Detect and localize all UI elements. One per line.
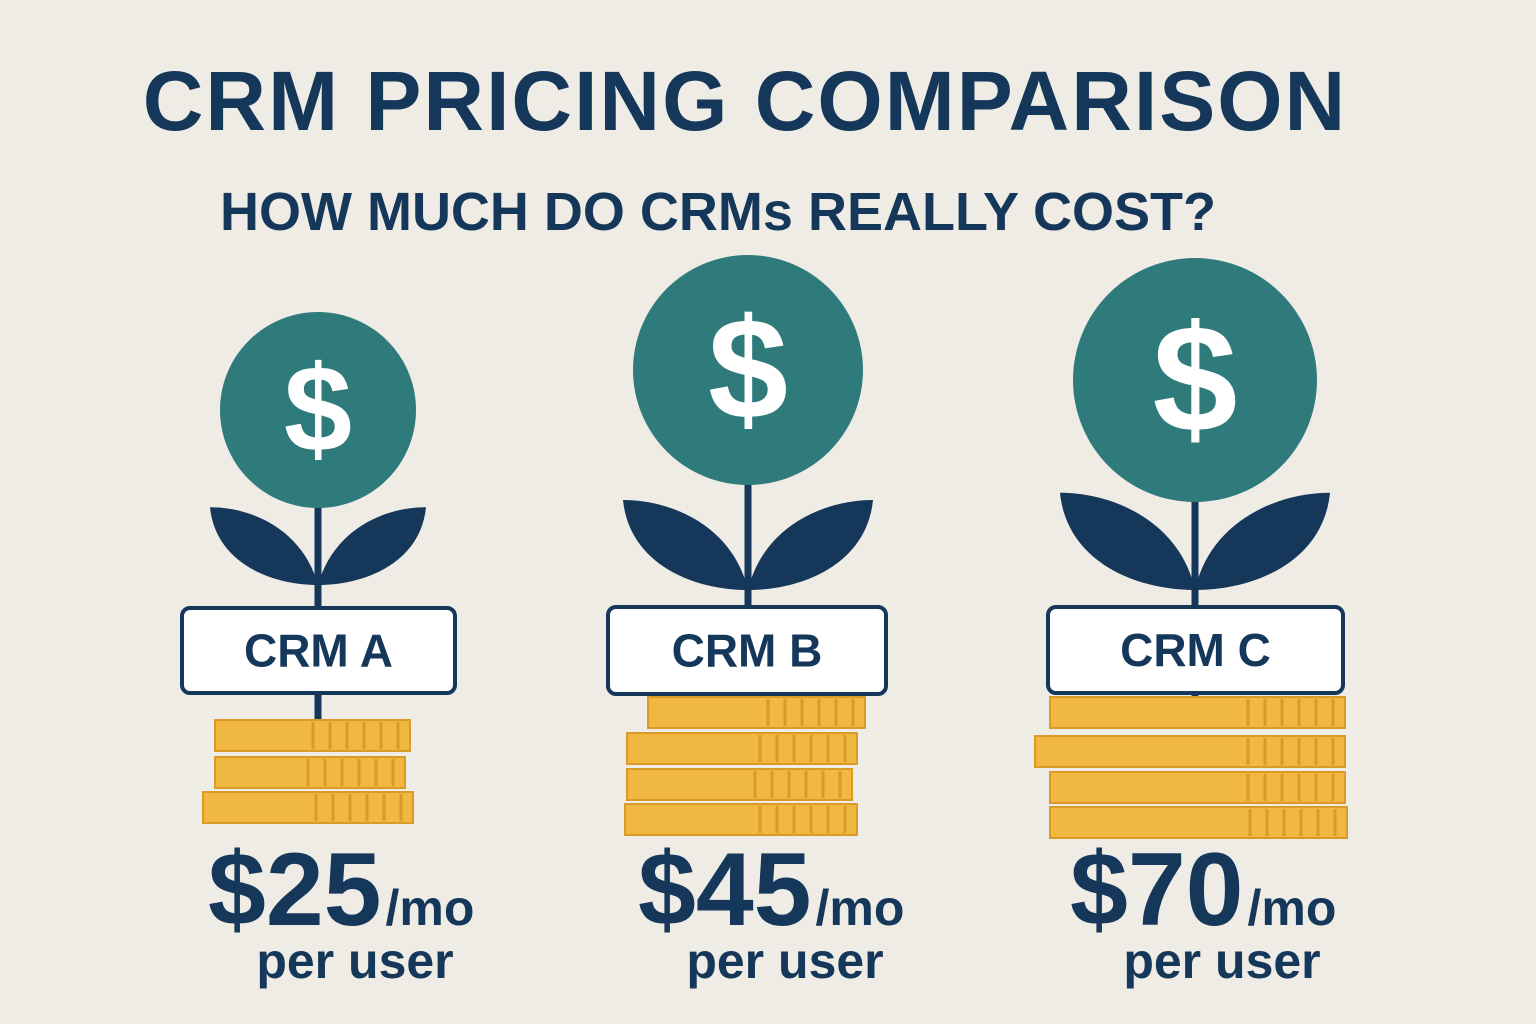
coin-stack [626,732,858,765]
crm-label: CRM C [1120,624,1271,676]
dollar-icon: $ [708,289,788,449]
price: $45/mo [638,832,904,948]
dollar-icon: $ [284,340,352,477]
per-user: per user [1123,933,1320,989]
price-amount: $45 [638,832,812,948]
coin-flower [633,255,863,485]
crm-label: CRM A [244,625,393,677]
coin-stack [214,756,406,789]
coin-stack [647,696,866,729]
coin-stack [624,803,858,836]
leaf [1060,492,1195,590]
coin-flower [220,312,416,508]
coin-stack [1049,806,1348,839]
leaf [318,507,426,585]
coin-stack [1034,735,1346,768]
price-amount: $70 [1070,832,1244,948]
coin-stack [626,768,853,801]
label-box [606,605,888,696]
price-unit: /mo [386,880,475,936]
crm-label: CRM B [672,625,823,677]
price-unit: /mo [816,880,905,936]
price: $70/mo [1070,832,1336,948]
dollar-icon: $ [1153,294,1238,464]
coin-stack [1049,696,1346,729]
label-box [180,606,457,695]
label-box [1046,605,1345,695]
per-user: per user [686,933,883,989]
leaf [623,500,748,590]
per-user: per user [256,933,453,989]
title: CRM PRICING COMPARISON [143,54,1347,148]
price-amount: $25 [208,832,382,948]
price: $25/mo [208,832,474,948]
coin-stack [1049,771,1346,804]
leaf [210,507,318,585]
leaf [748,500,873,590]
coin-stack [202,791,414,824]
coin-flower [1073,258,1317,502]
leaf [1195,492,1330,590]
price-unit: /mo [1248,880,1337,936]
subtitle: HOW MUCH DO CRMs REALLY COST? [220,182,1216,242]
